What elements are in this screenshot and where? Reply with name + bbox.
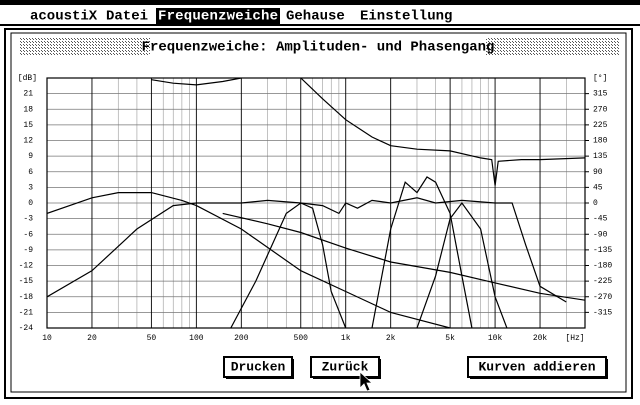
- curve: [300, 78, 585, 186]
- y-tick-label: 15: [23, 121, 33, 130]
- menu-item[interactable]: Gehause: [286, 9, 345, 25]
- y2-tick-label: 0: [593, 199, 598, 208]
- mouse-cursor: [359, 371, 374, 392]
- y-tick-label: -6: [23, 230, 33, 239]
- x-tick-label: 20: [87, 334, 97, 343]
- curve: [416, 201, 508, 328]
- window-inner-frame: [10, 32, 627, 393]
- y-tick-label: 18: [23, 105, 33, 114]
- button-label[interactable]: Drucken: [231, 359, 286, 374]
- curve: [47, 197, 567, 303]
- curve: [47, 192, 451, 328]
- y-tick-label: -15: [19, 277, 34, 286]
- x-tick-label: 50: [147, 334, 157, 343]
- chart: -24 -21 -18 -15 -12 -9 -6 -3 0 3 6 9 12 15 18 21 -315 -27…: [18, 74, 613, 343]
- menu-item[interactable]: Einstellung: [360, 9, 452, 25]
- title-background: [150, 38, 486, 56]
- y2-tick-label: -270: [593, 293, 612, 302]
- window-title: Frequenzweiche: Amplituden- und Phasenga…: [142, 40, 495, 56]
- curve: [230, 202, 347, 328]
- menu-item[interactable]: Frequenzweiche: [158, 9, 278, 25]
- y-tick-label: 3: [28, 183, 33, 192]
- button[interactable]: [310, 356, 380, 378]
- x-tick-label: 5k: [445, 334, 455, 343]
- y2-tick-label: -225: [593, 277, 612, 286]
- y2-tick-label: 270: [593, 105, 608, 114]
- y2-tick-label: -45: [593, 215, 608, 224]
- y2-axis-label: [°]: [593, 74, 607, 83]
- y2-tick-label: -315: [593, 308, 612, 317]
- x-tick-label: 100: [189, 334, 204, 343]
- y-axis-label: [dB]: [18, 74, 37, 83]
- menu-highlight: [156, 8, 280, 24]
- curve: [151, 78, 242, 86]
- y2-tick-label: -180: [593, 262, 612, 271]
- y2-tick-label: -135: [593, 246, 612, 255]
- x-tick-label: 1k: [341, 334, 351, 343]
- y-tick-label: -18: [19, 293, 34, 302]
- button[interactable]: [223, 356, 293, 378]
- y-tick-label: 9: [28, 152, 33, 161]
- x-axis-label: [Hz]: [565, 334, 584, 343]
- y2-tick-label: -90: [593, 230, 608, 239]
- x-tick-label: 10: [42, 334, 52, 343]
- y-tick-label: 6: [28, 168, 33, 177]
- curve: [222, 212, 585, 301]
- menu-item[interactable]: acoustiX: [30, 9, 98, 25]
- menu-item[interactable]: Datei: [106, 9, 148, 25]
- y-tick-label: -21: [19, 308, 34, 317]
- curve: [371, 176, 473, 328]
- y2-tick-label: 90: [593, 168, 603, 177]
- x-tick-label: 2k: [386, 334, 396, 343]
- y2-tick-label: 180: [593, 137, 608, 146]
- curves: [47, 78, 585, 328]
- y-tick-label: -24: [19, 324, 34, 333]
- x-tick-label: 10k: [488, 334, 503, 343]
- button[interactable]: [467, 356, 607, 378]
- y-tick-label: -12: [19, 262, 34, 271]
- y2-tick-label: 45: [593, 183, 603, 192]
- button-label[interactable]: Zurück: [322, 359, 369, 374]
- y2-tick-label: 135: [593, 152, 608, 161]
- x-tick-label: 500: [294, 334, 309, 343]
- button-label[interactable]: Kurven addieren: [478, 359, 595, 374]
- top-edge: [0, 0, 640, 5]
- y-tick-label: 21: [23, 90, 33, 99]
- y-tick-label: -3: [23, 215, 33, 224]
- y-tick-label: -9: [23, 246, 33, 255]
- x-tick-label: 200: [234, 334, 249, 343]
- y-tick-label: 12: [23, 137, 33, 146]
- x-tick-label: 20k: [533, 334, 548, 343]
- y2-tick-label: 225: [593, 121, 608, 130]
- y-tick-label: 0: [28, 199, 33, 208]
- plot-border: [46, 77, 586, 329]
- y2-tick-label: 315: [593, 90, 608, 99]
